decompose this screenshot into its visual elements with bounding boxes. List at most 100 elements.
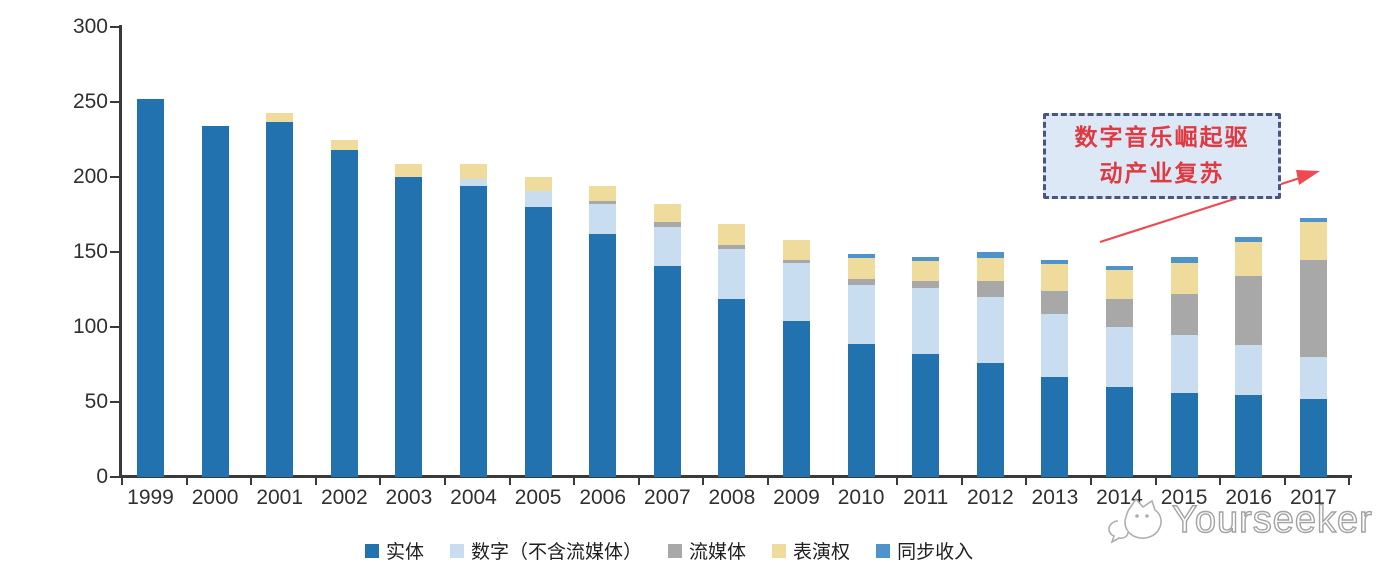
bar-segment xyxy=(395,177,423,477)
bar-segment xyxy=(1235,394,1263,477)
x-tick xyxy=(702,478,705,485)
bar-segment xyxy=(266,112,294,122)
bar-segment xyxy=(460,178,487,186)
legend-item: 实体 xyxy=(365,537,424,564)
legend-label: 流媒体 xyxy=(689,542,747,563)
bar-segment xyxy=(912,261,940,281)
legend-item: 同步收入 xyxy=(876,537,973,564)
bar-segment xyxy=(1106,298,1133,327)
bar-segment xyxy=(1235,241,1263,276)
y-tick xyxy=(110,326,119,328)
x-axis-label: 2000 xyxy=(191,486,239,509)
bar-segment xyxy=(524,190,552,207)
watermark-text: Yourseeker xyxy=(1171,498,1373,541)
legend-swatch xyxy=(876,543,891,558)
bar-segment xyxy=(330,139,358,150)
x-axis-label: 1999 xyxy=(127,486,174,509)
bar-segment xyxy=(460,186,487,477)
bar-segment xyxy=(1170,294,1198,335)
bar-segment xyxy=(395,163,423,177)
legend-item: 流媒体 xyxy=(668,537,746,564)
bar-segment xyxy=(524,207,552,477)
y-tick xyxy=(110,26,119,28)
bar-segment xyxy=(1235,276,1263,345)
bar-segment xyxy=(1170,262,1198,294)
bar-segment xyxy=(912,280,940,288)
bar-segment xyxy=(912,354,940,477)
bar-segment xyxy=(653,265,681,477)
bar-segment xyxy=(1235,345,1263,395)
y-axis-label: 250 xyxy=(72,90,108,113)
bar-segment xyxy=(1170,334,1198,393)
x-axis-label: 2010 xyxy=(837,486,885,509)
y-axis-label: 100 xyxy=(72,315,108,338)
y-axis-label: 300 xyxy=(72,15,108,38)
bar-segment xyxy=(653,222,681,227)
y-axis-label: 200 xyxy=(72,165,108,188)
legend-swatch xyxy=(450,543,465,558)
x-axis-label: 2005 xyxy=(514,486,562,509)
legend-label: 表演权 xyxy=(793,542,851,563)
x-tick xyxy=(767,478,769,485)
bar-segment xyxy=(524,177,552,191)
bar-segment xyxy=(1041,264,1069,291)
x-axis-label: 2006 xyxy=(579,486,627,509)
y-tick xyxy=(110,101,119,103)
bar-segment xyxy=(847,258,875,279)
bar-segment xyxy=(976,258,1004,281)
annotation-box: 数字音乐崛起驱 动产业复苏 xyxy=(1043,113,1281,199)
bar-segment xyxy=(783,259,810,263)
x-tick xyxy=(960,478,963,485)
x-tick xyxy=(1090,478,1092,485)
bar-segment xyxy=(976,363,1004,477)
bar-segment xyxy=(976,297,1004,363)
bar-segment xyxy=(589,201,617,204)
x-axis-label: 2011 xyxy=(903,486,949,509)
y-tick xyxy=(110,476,119,478)
y-tick xyxy=(110,176,119,178)
x-tick xyxy=(314,478,317,485)
y-axis-label: 0 xyxy=(96,465,108,488)
bar-segment xyxy=(1041,291,1069,314)
bar-segment xyxy=(1299,357,1327,399)
x-tick xyxy=(508,478,511,485)
x-axis-label: 2014 xyxy=(1096,486,1143,509)
x-axis-label: 2004 xyxy=(450,486,497,509)
legend-item: 表演权 xyxy=(772,537,850,564)
legend-swatch xyxy=(668,543,683,558)
bar-segment xyxy=(1106,270,1133,299)
bar-segment xyxy=(1299,217,1327,222)
bar-segment xyxy=(976,280,1004,297)
y-axis-label: 50 xyxy=(84,390,108,413)
watermark: Yourseeker xyxy=(1106,494,1373,546)
x-tick xyxy=(379,478,382,485)
watermark-cat-icon xyxy=(1108,497,1162,544)
legend-label: 数字（不含流媒体） xyxy=(471,542,643,563)
legend: 实体 数字（不含流媒体） 流媒体 表演权 同步收入 xyxy=(365,537,973,564)
x-axis-label: 2015 xyxy=(1160,486,1208,509)
x-axis-label: 2007 xyxy=(643,486,691,509)
bar-segment xyxy=(847,285,875,344)
annotation-text-line1: 数字音乐崛起驱 xyxy=(1074,125,1250,151)
bar-segment xyxy=(783,321,810,477)
x-axis-label: 2017 xyxy=(1289,486,1337,509)
x-axis-label: 2008 xyxy=(708,486,756,509)
bar-segment xyxy=(1170,256,1198,263)
x-tick xyxy=(1025,478,1028,485)
bar-segment xyxy=(1041,259,1069,264)
bar-segment xyxy=(1106,265,1133,270)
bar-segment xyxy=(460,163,487,179)
x-tick xyxy=(1348,478,1351,485)
legend-label: 同步收入 xyxy=(897,542,974,563)
x-axis-label: 2009 xyxy=(773,486,820,509)
bar-segment xyxy=(718,223,746,245)
x-tick xyxy=(573,478,576,485)
bar-segment xyxy=(783,240,810,260)
bar-segment xyxy=(1299,399,1327,477)
bar-segment xyxy=(718,298,746,477)
x-tick xyxy=(1283,478,1286,485)
bar-segment xyxy=(589,204,617,234)
x-axis-label: 2013 xyxy=(1031,486,1079,509)
bar-segment xyxy=(1299,222,1327,260)
